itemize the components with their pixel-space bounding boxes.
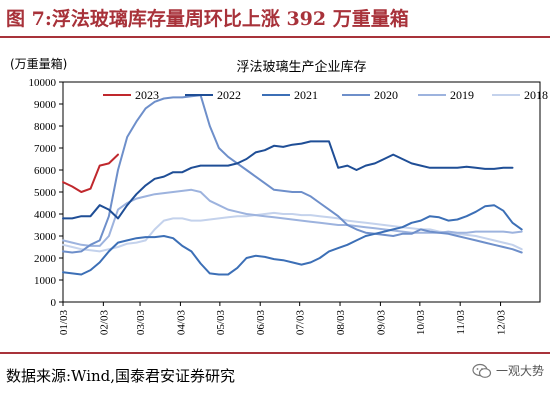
y-tick-label: 9000 [34, 99, 57, 111]
legend-label-2020: 2020 [374, 88, 398, 102]
source-note: 数据来源:Wind,国泰君安证券研究 [6, 367, 236, 385]
wechat-icon [472, 363, 492, 378]
figure-header: 图 7:浮法玻璃库存量周环比上涨 392 万重量箱 [0, 0, 550, 38]
x-tick-label: 02/03 [98, 310, 110, 336]
y-tick-label: 6000 [34, 165, 57, 177]
series-line-2020 [62, 94, 523, 254]
watermark-label: 一观大势 [495, 364, 544, 378]
legend-label-2021: 2021 [294, 88, 318, 102]
y-tick-label: 0 [51, 297, 57, 309]
x-tick-label: 08/03 [335, 310, 347, 336]
y-tick-label: 10000 [29, 77, 57, 89]
line-chart: (万重量箱) 浮法玻璃生产企业库存 0 1000 2000 3000 4000 5000 600… [10, 56, 548, 336]
x-tick-label: 09/03 [375, 310, 387, 336]
x-tick-label: 10/03 [415, 310, 427, 336]
chart-title: 浮法玻璃生产企业库存 [236, 59, 366, 75]
x-tick-label: 03/03 [135, 310, 147, 336]
series-line-2019 [62, 188, 523, 247]
y-tick-label: 2000 [34, 253, 57, 265]
series-line-2021 [62, 204, 523, 276]
y-tick-label: 3000 [34, 231, 57, 243]
y-tick-label: 1000 [34, 275, 57, 287]
y-tick-label: 8000 [34, 121, 57, 133]
series-line-2022 [62, 140, 514, 220]
x-tick-label: 05/03 [215, 310, 227, 336]
legend-label-2023: 2023 [135, 88, 159, 102]
figure-title: 图 7:浮法玻璃库存量周环比上涨 392 万重量箱 [6, 8, 409, 30]
x-tick-label: 01/03 [58, 310, 70, 336]
series-line-2023 [62, 153, 119, 193]
x-tick-label: 11/03 [455, 310, 467, 335]
legend-label-2022: 2022 [217, 88, 241, 102]
figure-footer: 数据来源:Wind,国泰君安证券研究 一观大势 [0, 352, 550, 419]
legend-label-2018: 2018 [524, 88, 548, 102]
y-tick-label: 7000 [34, 143, 57, 155]
watermark: 一观大势 [472, 362, 544, 379]
y-tick-label: 5000 [34, 187, 57, 199]
x-tick-label: 06/03 [255, 310, 267, 336]
legend-label-2019: 2019 [450, 88, 474, 102]
y-unit-label: (万重量箱) [10, 56, 67, 71]
x-tick-label: 12/03 [496, 310, 508, 336]
y-tick-label: 4000 [34, 209, 57, 221]
x-tick-label: 04/03 [175, 310, 187, 336]
x-tick-label: 07/03 [295, 310, 307, 336]
